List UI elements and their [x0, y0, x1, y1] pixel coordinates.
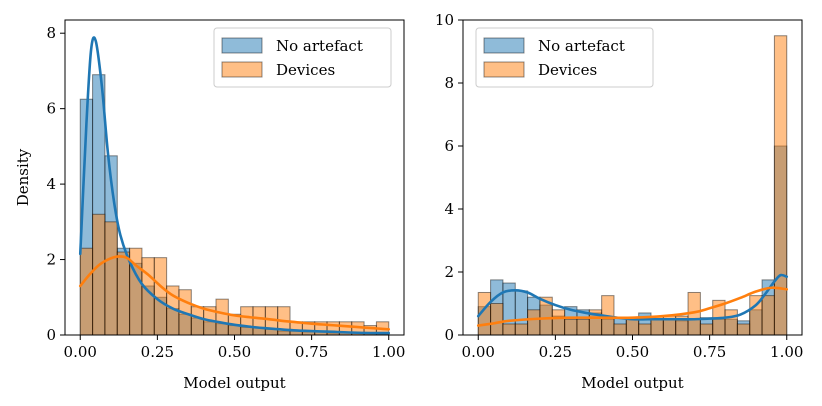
left-y-tick-label-0: 0	[46, 326, 56, 344]
right-y-tick-label-4: 8	[444, 74, 454, 92]
right-x-ticks: 0.00 0.25 0.50 0.75 1.00	[462, 335, 803, 361]
right-bar-devices-6	[551, 309, 566, 336]
right-x-tick-label-2: 0.50	[616, 343, 649, 361]
right-bar-devices-18	[699, 323, 714, 336]
right-kde-line-no-artefact	[476, 273, 789, 321]
right-bar-devices-20	[724, 309, 738, 336]
left-x-axis-label: Model output	[183, 374, 285, 392]
left-x-tick-label-3: 0.75	[295, 343, 328, 361]
right-bar-devices-13	[638, 323, 652, 336]
right-kde-lines	[476, 273, 789, 327]
left-kde-line-no-artefact	[78, 36, 391, 335]
left-y-tick-label-3: 6	[46, 100, 56, 118]
right-bar-devices-11	[613, 323, 627, 336]
right-bar-devices-2	[502, 323, 516, 336]
left-legend-swatch-no-artefact	[221, 37, 263, 54]
right-y-tick-label-0: 0	[444, 326, 454, 344]
right-y-ticks: 0 2 4 6 8 10	[435, 11, 463, 344]
left-y-tick-label-2: 4	[46, 175, 56, 193]
right-legend-label-devices: Devices	[538, 61, 597, 79]
right-bar-devices-12	[625, 318, 640, 336]
left-bar-devices-11	[215, 298, 229, 336]
right-y-tick-label-5: 10	[435, 11, 454, 29]
right-bar-devices-1	[490, 303, 504, 336]
left-legend: No artefact Devices	[213, 27, 392, 88]
right-x-tick-label-0: 0.00	[462, 343, 495, 361]
left-bar-devices-13	[240, 306, 254, 336]
left-y-ticks: 0 2 4 6 8	[46, 24, 65, 344]
left-bar-devices-0	[79, 247, 94, 336]
left-x-tick-label-2: 0.50	[218, 343, 251, 361]
right-legend-swatch-devices	[483, 61, 525, 78]
left-y-tick-label-4: 8	[46, 24, 56, 42]
left-y-tick-label-1: 2	[46, 251, 56, 269]
left-legend-label-no-artefact: No artefact	[276, 37, 363, 55]
left-bar-devices-3	[116, 251, 131, 336]
left-kde-lines	[78, 36, 391, 335]
left-bar-devices-14	[252, 306, 266, 336]
right-kde-line-devices	[476, 286, 789, 327]
left-y-axis-label: Density	[14, 148, 32, 206]
left-legend-swatch-devices	[221, 61, 263, 78]
left-x-tick-label-4: 1.00	[372, 343, 405, 361]
left-bar-devices-6	[153, 257, 168, 336]
right-y-tick-label-2: 4	[444, 200, 454, 218]
right-legend-swatch-no-artefact	[483, 37, 525, 54]
right-x-tick-label-4: 1.00	[770, 343, 803, 361]
right-panel: 0.00 0.25 0.50 0.75 1.00 0 2 4 6 8 10 Model outpu…	[435, 11, 804, 392]
left-legend-label-devices: Devices	[276, 61, 335, 79]
left-x-tick-label-0: 0.00	[64, 343, 97, 361]
right-x-axis-label: Model output	[581, 374, 683, 392]
right-bar-devices-7	[564, 318, 578, 336]
right-bar-devices-4	[527, 309, 541, 336]
left-x-ticks: 0.00 0.25 0.50 0.75 1.00	[64, 335, 405, 361]
right-x-tick-label-3: 0.75	[693, 343, 726, 361]
left-x-tick-label-1: 0.25	[141, 343, 174, 361]
left-kde-line-devices	[78, 255, 391, 331]
left-bar-devices-2	[104, 221, 118, 336]
right-bar-devices-8	[576, 318, 590, 336]
right-legend-label-no-artefact: No artefact	[538, 37, 625, 55]
left-bar-devices-1	[92, 213, 106, 336]
right-bar-devices-23	[761, 295, 775, 336]
right-bar-devices-3	[514, 323, 529, 336]
right-x-tick-label-1: 0.25	[539, 343, 572, 361]
right-legend: No artefact Devices	[475, 27, 654, 88]
right-bar-devices-21	[736, 323, 751, 336]
right-y-tick-label-3: 6	[444, 137, 454, 155]
right-y-tick-label-1: 2	[444, 263, 454, 281]
left-bar-devices-9	[190, 306, 205, 336]
